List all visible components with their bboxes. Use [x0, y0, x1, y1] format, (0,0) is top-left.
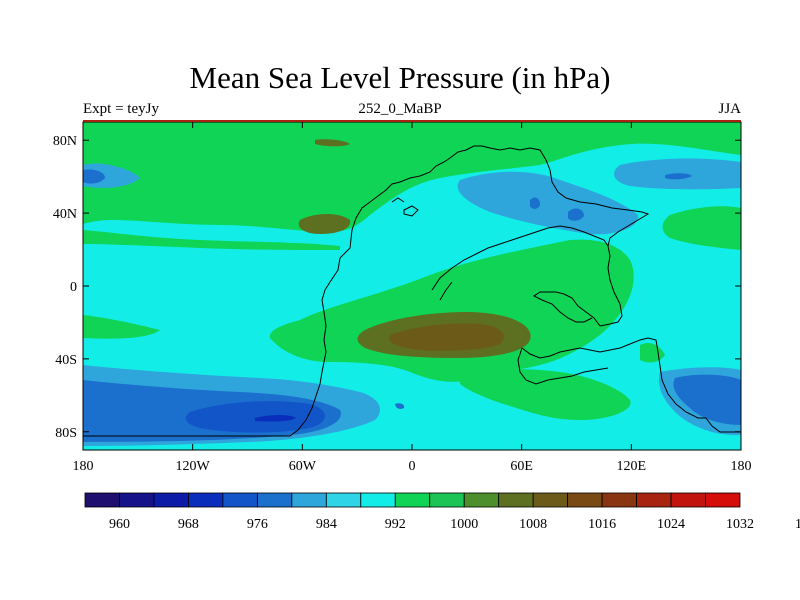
colorbar-swatch	[360, 492, 396, 508]
colorbar-label: 976	[247, 517, 268, 532]
lon-tick-label: 180	[731, 459, 752, 474]
colorbar-swatch	[291, 492, 327, 508]
colorbar-label: 960	[109, 517, 130, 532]
map-title: Mean Sea Level Pressure (in hPa)	[189, 60, 611, 95]
colorbar-swatch	[256, 492, 293, 508]
colorbar-swatch	[188, 492, 224, 508]
season-label: JJA	[718, 101, 741, 117]
colorbar-swatch	[532, 492, 569, 508]
lon-tick-label: 120E	[617, 459, 647, 474]
latitude-axis: 80N 40N 0 40S 80S	[53, 134, 741, 441]
longitude-axis: 180 120W 60W 0 60E 120E 180	[73, 122, 752, 474]
colorbar-swatch	[705, 492, 741, 508]
colorbar-swatch	[636, 492, 672, 508]
colorbar-swatch	[153, 492, 189, 508]
colorbar	[84, 492, 741, 508]
colorbar-swatch	[119, 492, 155, 508]
colorbar-swatch	[394, 492, 431, 508]
colorbar-swatch	[498, 492, 534, 508]
colorbar-label: 1024	[657, 517, 685, 532]
colorbar-swatch	[222, 492, 258, 508]
lon-tick-label: 120W	[176, 459, 211, 474]
lon-tick-label: 60E	[510, 459, 533, 474]
colorbar-label: 1008	[519, 517, 547, 532]
lat-tick-label: 80N	[53, 134, 77, 149]
colorbar-swatch	[429, 492, 465, 508]
colorbar-swatch	[601, 492, 637, 508]
coastline	[83, 145, 741, 437]
period-label: 252_0_MaBP	[358, 101, 442, 117]
colorbar-label: 984	[316, 517, 337, 532]
lat-tick-label: 0	[70, 280, 77, 295]
lon-tick-label: 0	[409, 459, 416, 474]
colorbar-label: 1016	[588, 517, 616, 532]
lon-tick-label: 180	[73, 459, 94, 474]
colorbar-swatch	[84, 492, 120, 508]
colorbar-label: 968	[178, 517, 199, 532]
pressure-field	[83, 122, 741, 450]
lat-tick-label: 80S	[55, 426, 77, 441]
colorbar-label: 1040	[795, 517, 800, 532]
lat-tick-label: 40S	[55, 353, 77, 368]
colorbar-swatch	[463, 492, 500, 508]
colorbar-label: 992	[385, 517, 406, 532]
lon-tick-label: 60W	[289, 459, 317, 474]
colorbar-label: 1032	[726, 517, 754, 532]
colorbar-labels: 960 968 976 984 992 1000 1008 1016 1024 1032 1040	[109, 517, 800, 532]
colorbar-swatch	[567, 492, 603, 508]
colorbar-swatch	[670, 492, 706, 508]
experiment-label: Expt = teyJy	[83, 101, 159, 117]
colorbar-label: 1000	[450, 517, 478, 532]
lat-tick-label: 40N	[53, 207, 77, 222]
colorbar-swatch	[325, 492, 362, 508]
